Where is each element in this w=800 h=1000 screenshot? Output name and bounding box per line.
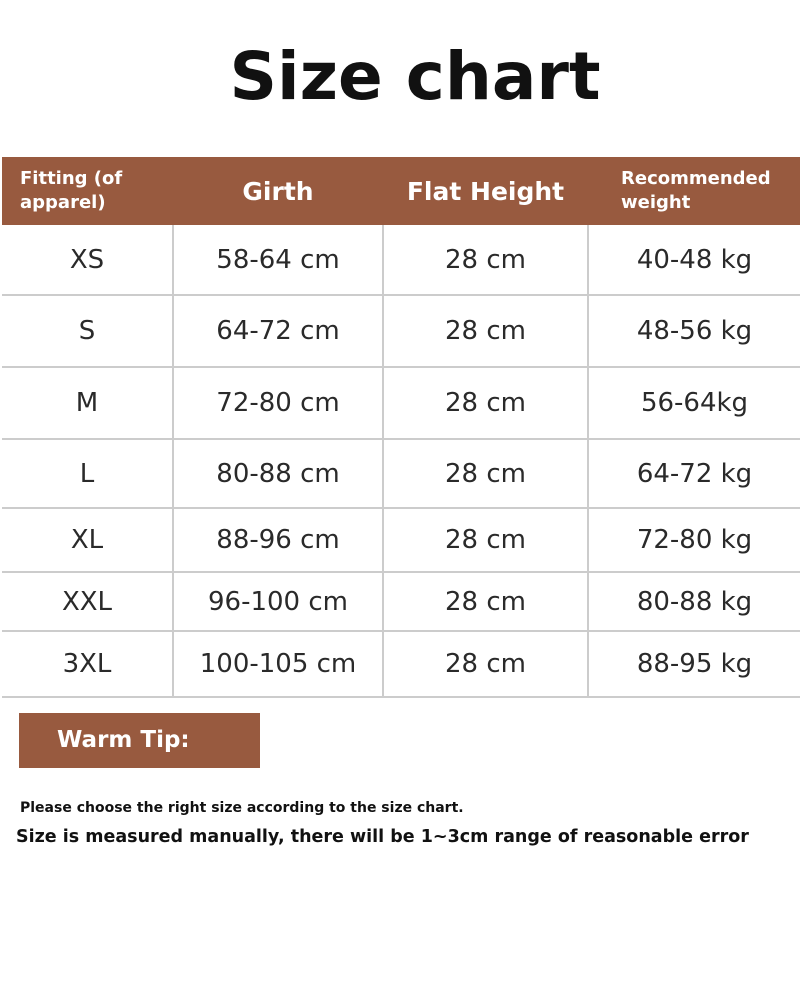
- cell-flat-height: 28 cm: [383, 631, 589, 698]
- cell-girth: 72-80 cm: [173, 367, 384, 440]
- cell-weight: 80-88 kg: [588, 572, 800, 632]
- cell-size: XL: [2, 508, 174, 573]
- table-row: XL 88-96 cm 28 cm 72-80 kg: [2, 508, 800, 573]
- cell-girth: 64-72 cm: [173, 295, 384, 368]
- cell-size: M: [2, 367, 174, 440]
- tip-line-2: Size is measured manually, there will be…: [16, 827, 749, 847]
- header-girth: Girth: [173, 157, 383, 225]
- cell-weight: 64-72 kg: [588, 439, 800, 509]
- cell-size: XXL: [2, 572, 174, 632]
- cell-flat-height: 28 cm: [383, 508, 589, 573]
- cell-girth: 58-64 cm: [173, 225, 384, 296]
- table-row: L 80-88 cm 28 cm 64-72 kg: [2, 439, 800, 509]
- cell-size: S: [2, 295, 174, 368]
- cell-flat-height: 28 cm: [383, 572, 589, 632]
- table-row: M 72-80 cm 28 cm 56-64kg: [2, 367, 800, 440]
- cell-flat-height: 28 cm: [383, 295, 589, 368]
- header-flat-height: Flat Height: [383, 157, 588, 225]
- table-row: XS 58-64 cm 28 cm 40-48 kg: [2, 225, 800, 296]
- cell-flat-height: 28 cm: [383, 367, 589, 440]
- cell-weight: 88-95 kg: [588, 631, 800, 698]
- cell-size: 3XL: [2, 631, 174, 698]
- table-header-row: Fitting (of apparel) Girth Flat Height R…: [2, 157, 800, 225]
- table-row: 3XL 100-105 cm 28 cm 88-95 kg: [2, 631, 800, 698]
- cell-girth: 88-96 cm: [173, 508, 384, 573]
- page-title: Size chart: [229, 38, 601, 115]
- cell-size: L: [2, 439, 174, 509]
- cell-flat-height: 28 cm: [383, 225, 589, 296]
- cell-weight: 56-64kg: [588, 367, 800, 440]
- tip-line-1: Please choose the right size according t…: [20, 800, 464, 816]
- cell-weight: 72-80 kg: [588, 508, 800, 573]
- table-row: XXL 96-100 cm 28 cm 80-88 kg: [2, 572, 800, 632]
- cell-weight: 40-48 kg: [588, 225, 800, 296]
- warm-tip-label: Warm Tip:: [19, 713, 260, 768]
- table-row: S 64-72 cm 28 cm 48-56 kg: [2, 295, 800, 368]
- cell-girth: 80-88 cm: [173, 439, 384, 509]
- cell-flat-height: 28 cm: [383, 439, 589, 509]
- cell-size: XS: [2, 225, 174, 296]
- header-fitting: Fitting (of apparel): [2, 157, 173, 225]
- cell-girth: 100-105 cm: [173, 631, 384, 698]
- cell-girth: 96-100 cm: [173, 572, 384, 632]
- header-recommended-weight: Recommended weight: [588, 157, 800, 225]
- cell-weight: 48-56 kg: [588, 295, 800, 368]
- size-table: Fitting (of apparel) Girth Flat Height R…: [2, 157, 800, 698]
